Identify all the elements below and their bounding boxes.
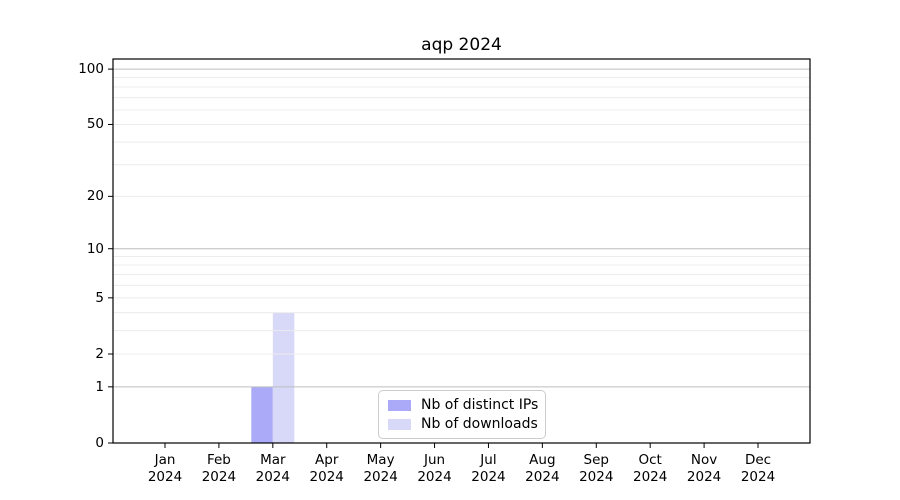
x-tick-label: Feb 2024 xyxy=(201,452,237,485)
legend-label: Nb of downloads xyxy=(421,416,538,432)
y-tick-label: 2 xyxy=(95,345,104,362)
x-tick-label: Sep 2024 xyxy=(579,452,614,485)
legend: Nb of distinct IPs Nb of downloads xyxy=(378,390,546,439)
x-tick-label: May 2024 xyxy=(363,452,398,485)
legend-swatch-icon xyxy=(388,418,411,430)
bar-nb-of-downloads xyxy=(272,312,295,443)
legend-entry: Nb of downloads xyxy=(388,415,538,433)
bar-nb-of-distinct-ips xyxy=(251,386,273,443)
y-tick-label: 5 xyxy=(95,289,104,306)
y-tick-label: 100 xyxy=(78,61,104,78)
x-tick-label: Apr 2024 xyxy=(309,452,344,485)
plot-border xyxy=(112,58,811,444)
legend-swatch-icon xyxy=(388,399,411,411)
x-tick-label: Mar 2024 xyxy=(255,452,290,485)
y-tick-label: 50 xyxy=(86,116,104,133)
x-tick-label: Nov 2024 xyxy=(686,452,722,485)
x-tick-label: Jan 2024 xyxy=(147,452,183,485)
y-tick-label: 0 xyxy=(95,435,104,451)
x-tick-label: Jul 2024 xyxy=(471,452,506,485)
legend-label: Nb of distinct IPs xyxy=(421,397,539,413)
x-tick-label: Dec 2024 xyxy=(740,452,776,485)
y-tick-label: 10 xyxy=(86,240,104,257)
y-tick-label: 20 xyxy=(86,188,104,205)
chart-title: aqp 2024 xyxy=(421,35,502,55)
x-tick-label: Oct 2024 xyxy=(632,452,668,485)
legend-entry: Nb of distinct IPs xyxy=(388,396,539,414)
x-tick-label: Jun 2024 xyxy=(417,452,452,485)
x-tick-label: Aug 2024 xyxy=(525,452,560,485)
y-tick-label: 1 xyxy=(95,378,104,395)
